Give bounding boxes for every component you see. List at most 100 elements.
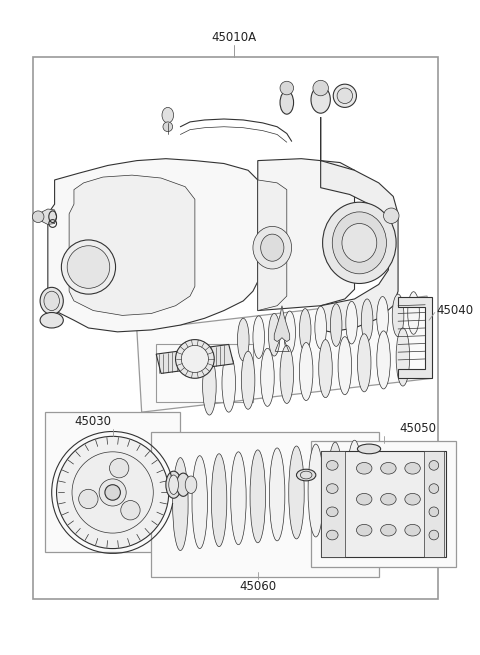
Ellipse shape — [268, 314, 280, 356]
Ellipse shape — [326, 460, 338, 470]
Ellipse shape — [241, 351, 255, 409]
Ellipse shape — [300, 309, 311, 351]
Bar — [156, 345, 253, 402]
Polygon shape — [258, 159, 355, 310]
Ellipse shape — [346, 301, 358, 344]
Ellipse shape — [347, 440, 362, 533]
Ellipse shape — [319, 339, 332, 398]
Polygon shape — [69, 175, 195, 316]
Ellipse shape — [44, 291, 60, 310]
Ellipse shape — [231, 452, 246, 545]
Ellipse shape — [384, 208, 399, 223]
Ellipse shape — [396, 328, 409, 386]
Ellipse shape — [61, 240, 116, 294]
Ellipse shape — [269, 448, 285, 541]
Ellipse shape — [280, 91, 294, 114]
Ellipse shape — [405, 493, 420, 505]
Ellipse shape — [338, 337, 352, 395]
Polygon shape — [398, 297, 432, 379]
Ellipse shape — [381, 493, 396, 505]
Ellipse shape — [185, 476, 197, 493]
Ellipse shape — [429, 484, 439, 493]
Ellipse shape — [405, 525, 420, 536]
Ellipse shape — [253, 227, 292, 269]
Bar — [45, 412, 180, 552]
Ellipse shape — [357, 462, 372, 474]
Polygon shape — [274, 306, 290, 341]
Polygon shape — [137, 296, 432, 412]
Ellipse shape — [203, 357, 216, 415]
Polygon shape — [48, 159, 258, 332]
Ellipse shape — [429, 507, 439, 517]
Bar — [151, 432, 379, 576]
Ellipse shape — [330, 304, 342, 346]
Bar — [424, 451, 444, 557]
Ellipse shape — [337, 88, 353, 103]
Ellipse shape — [105, 485, 120, 500]
Ellipse shape — [326, 530, 338, 540]
Text: 45060: 45060 — [239, 580, 276, 593]
Text: 45040: 45040 — [437, 304, 474, 317]
Bar — [321, 451, 345, 557]
Ellipse shape — [67, 246, 110, 288]
Ellipse shape — [313, 81, 328, 96]
Ellipse shape — [211, 454, 227, 547]
Ellipse shape — [261, 348, 274, 406]
Polygon shape — [156, 345, 234, 373]
Ellipse shape — [162, 107, 174, 123]
Ellipse shape — [192, 456, 207, 549]
Ellipse shape — [250, 450, 265, 543]
Ellipse shape — [300, 343, 313, 401]
Ellipse shape — [327, 442, 343, 535]
Ellipse shape — [405, 462, 420, 474]
Ellipse shape — [57, 436, 169, 549]
Ellipse shape — [72, 452, 153, 533]
Ellipse shape — [177, 473, 190, 496]
Polygon shape — [321, 117, 398, 332]
Ellipse shape — [222, 354, 236, 412]
Ellipse shape — [377, 331, 390, 389]
Ellipse shape — [429, 460, 439, 470]
Ellipse shape — [32, 211, 44, 223]
Ellipse shape — [169, 475, 179, 495]
Ellipse shape — [381, 462, 396, 474]
Ellipse shape — [166, 471, 181, 498]
Polygon shape — [258, 180, 287, 310]
Ellipse shape — [280, 345, 294, 403]
Ellipse shape — [121, 500, 140, 520]
Ellipse shape — [261, 234, 284, 261]
Polygon shape — [42, 209, 57, 225]
Ellipse shape — [308, 444, 324, 537]
Text: 45030: 45030 — [75, 415, 112, 428]
Ellipse shape — [109, 458, 129, 478]
Bar — [321, 451, 446, 557]
Ellipse shape — [326, 484, 338, 493]
Ellipse shape — [297, 469, 316, 481]
Ellipse shape — [358, 444, 381, 454]
Text: 45010A: 45010A — [211, 31, 256, 45]
Ellipse shape — [429, 530, 439, 540]
Ellipse shape — [238, 318, 249, 361]
Ellipse shape — [358, 334, 371, 392]
Ellipse shape — [311, 86, 330, 113]
Ellipse shape — [333, 84, 357, 107]
Ellipse shape — [323, 202, 396, 284]
Ellipse shape — [176, 339, 214, 379]
Ellipse shape — [315, 307, 326, 348]
Ellipse shape — [40, 312, 63, 328]
Ellipse shape — [173, 458, 188, 550]
Ellipse shape — [357, 493, 372, 505]
Ellipse shape — [289, 446, 304, 539]
Ellipse shape — [342, 223, 377, 262]
Ellipse shape — [181, 345, 208, 373]
Ellipse shape — [381, 525, 396, 536]
Ellipse shape — [357, 525, 372, 536]
Ellipse shape — [408, 291, 420, 334]
Ellipse shape — [253, 316, 264, 358]
Bar — [311, 441, 456, 567]
Ellipse shape — [280, 81, 294, 95]
Text: 45050: 45050 — [399, 422, 436, 435]
Bar — [33, 57, 438, 599]
Ellipse shape — [326, 507, 338, 517]
Ellipse shape — [284, 311, 296, 354]
